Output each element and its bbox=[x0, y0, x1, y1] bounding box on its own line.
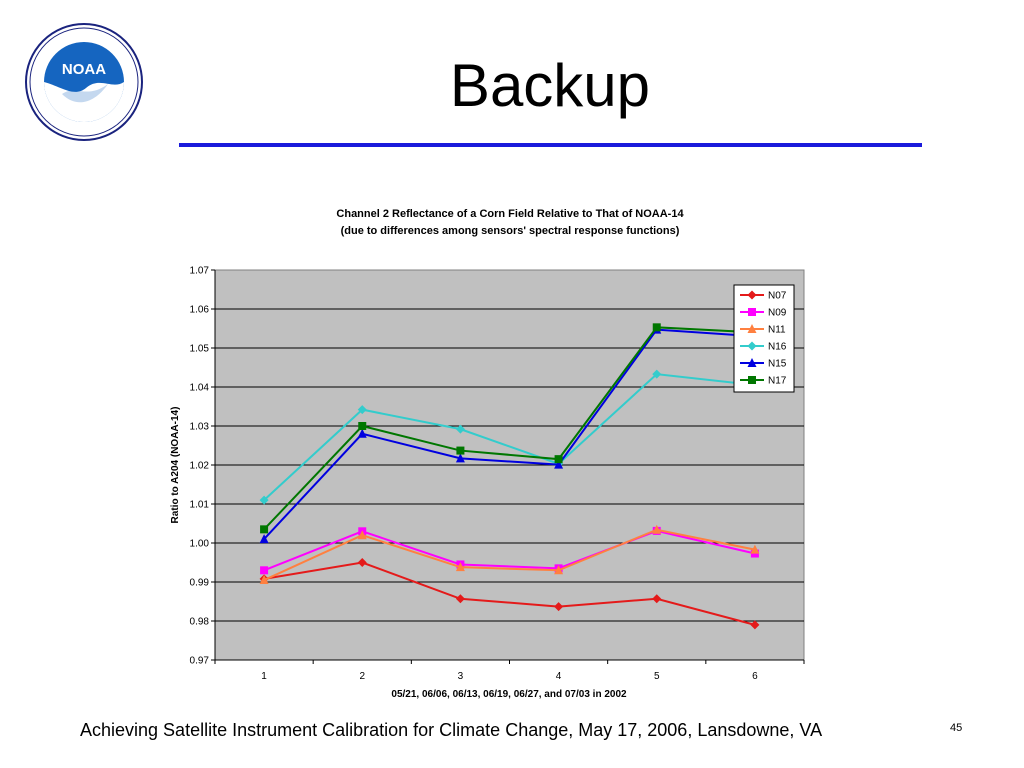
data-point bbox=[652, 323, 661, 332]
data-point bbox=[652, 594, 662, 604]
series-n11 bbox=[259, 524, 760, 585]
data-point bbox=[750, 544, 760, 554]
data-point bbox=[750, 620, 760, 630]
data-point bbox=[455, 453, 465, 463]
y-tick-label: 1.03 bbox=[190, 422, 210, 433]
x-tick-label: 4 bbox=[556, 671, 562, 682]
series-line bbox=[263, 326, 755, 531]
chart-title: Channel 2 Reflectance of a Corn Field Re… bbox=[336, 208, 684, 220]
legend-entry: N17 bbox=[740, 376, 787, 387]
data-point bbox=[259, 495, 269, 505]
legend-label: N16 bbox=[768, 342, 787, 353]
data-point bbox=[652, 524, 662, 534]
data-point bbox=[554, 455, 563, 464]
series-line bbox=[263, 529, 756, 572]
series-line bbox=[263, 528, 756, 581]
data-point bbox=[455, 424, 465, 434]
legend-entry: N09 bbox=[740, 308, 787, 319]
data-point bbox=[554, 565, 564, 575]
legend-swatch-marker bbox=[748, 376, 756, 384]
y-tick-label: 1.05 bbox=[190, 344, 210, 355]
data-point bbox=[357, 530, 367, 540]
legend-swatch-marker bbox=[747, 290, 757, 300]
legend-entry: N07 bbox=[740, 290, 787, 302]
page-number: 45 bbox=[950, 722, 963, 734]
y-tick-label: 1.02 bbox=[190, 461, 210, 472]
legend-label: N11 bbox=[768, 325, 786, 336]
data-point bbox=[554, 459, 564, 469]
series-line bbox=[263, 328, 755, 540]
data-point bbox=[357, 558, 367, 567]
y-tick-label: 0.97 bbox=[190, 656, 210, 667]
legend-label: N07 bbox=[768, 291, 787, 302]
legend-label: N15 bbox=[768, 359, 787, 370]
chart-subtitle: (due to differences among sensors' spect… bbox=[340, 225, 680, 237]
x-tick-label: 6 bbox=[752, 671, 758, 682]
series-line bbox=[263, 561, 756, 626]
x-tick-label: 3 bbox=[458, 671, 464, 682]
data-point bbox=[357, 405, 367, 415]
legend-swatch-marker bbox=[747, 324, 757, 333]
legend-label: N09 bbox=[768, 308, 787, 319]
legend-swatch-marker bbox=[748, 308, 756, 316]
legend-box bbox=[733, 284, 795, 393]
legend-swatch-marker bbox=[747, 358, 757, 367]
y-tick-label: 1.07 bbox=[190, 266, 210, 277]
data-point bbox=[455, 562, 465, 572]
y-axis-label: Ratio to A204 (NOAA-14) bbox=[170, 407, 181, 524]
data-point bbox=[455, 594, 465, 604]
data-point bbox=[259, 575, 269, 585]
chart-title-block: Channel 2 Reflectance of a Corn Field Re… bbox=[215, 206, 805, 240]
data-point bbox=[554, 602, 564, 612]
title-rule bbox=[179, 143, 922, 147]
legend-swatch-marker bbox=[747, 341, 757, 351]
noaa-logo: NOAA bbox=[25, 23, 143, 141]
y-tick-label: 1.00 bbox=[190, 539, 210, 550]
y-tick-label: 1.01 bbox=[190, 500, 210, 511]
y-tick-label: 1.06 bbox=[190, 305, 210, 316]
slide-footer: Achieving Satellite Instrument Calibrati… bbox=[80, 720, 823, 740]
logo-noaa-text: NOAA bbox=[62, 61, 106, 78]
series-line bbox=[263, 373, 756, 501]
legend-label: N17 bbox=[768, 376, 787, 387]
data-point bbox=[358, 422, 367, 430]
y-tick-label: 1.04 bbox=[190, 383, 210, 394]
data-point bbox=[456, 446, 465, 455]
slide-title: Backup bbox=[449, 52, 651, 119]
data-point bbox=[259, 534, 269, 544]
legend-entry: N16 bbox=[740, 341, 787, 353]
data-point bbox=[260, 525, 269, 534]
x-axis-label: 05/21, 06/06, 06/13, 06/19, 06/27, and 0… bbox=[391, 689, 627, 700]
y-tick-label: 0.98 bbox=[190, 617, 210, 628]
y-tick-label: 0.99 bbox=[190, 578, 210, 589]
data-point bbox=[260, 566, 269, 575]
x-tick-label: 1 bbox=[261, 671, 267, 682]
data-point bbox=[357, 428, 367, 438]
x-tick-label: 5 bbox=[654, 671, 660, 682]
x-tick-label: 2 bbox=[359, 671, 365, 682]
legend-entry: N11 bbox=[740, 324, 786, 336]
legend-entry: N15 bbox=[740, 358, 787, 370]
data-point bbox=[652, 369, 662, 379]
